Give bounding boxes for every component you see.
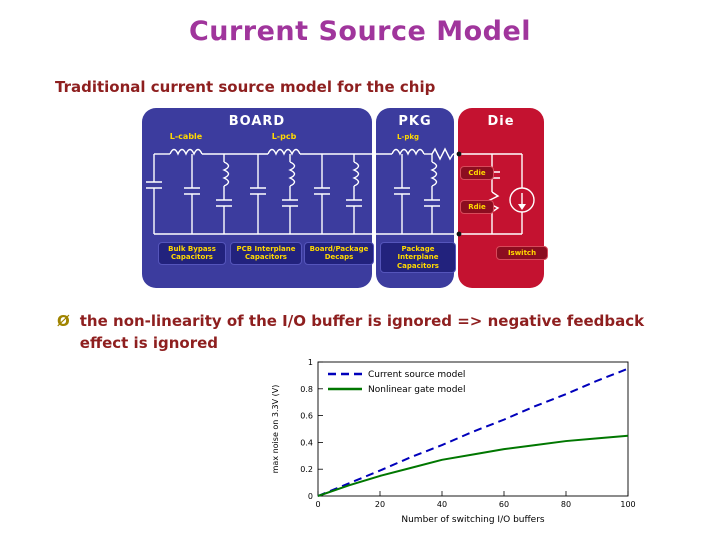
- iswitch-label: Iswitch: [496, 246, 548, 261]
- l-pcb-label: L-pcb: [271, 132, 297, 141]
- x-tick-label: 0: [315, 500, 320, 509]
- y-tick-label: 0.4: [300, 438, 313, 447]
- bullet-item: Ø the non-linearity of the I/O buffer is…: [57, 311, 677, 355]
- l-pkg-label: L-pkg: [396, 133, 420, 141]
- page-title: Current Source Model: [188, 16, 532, 47]
- die-region: [458, 108, 544, 288]
- cdie-label: Cdie: [460, 166, 494, 181]
- l-cable-label: L-cable: [169, 132, 203, 141]
- l-pkg-coil: [391, 148, 425, 156]
- pcb-interplane-branch: [282, 154, 298, 234]
- y-tick-label: 0.8: [300, 385, 313, 394]
- legend-label: Current source model: [368, 370, 465, 380]
- bullet-text: the non-linearity of the I/O buffer is i…: [79, 312, 645, 352]
- x-axis-label: Number of switching I/O buffers: [401, 515, 545, 525]
- x-tick-label: 100: [620, 500, 635, 509]
- l-pcb-coil: [267, 148, 301, 156]
- die-junction-dot: [456, 231, 462, 237]
- slide-subtitle: Traditional current source model for the…: [55, 78, 436, 96]
- decaps-branch: [346, 154, 362, 234]
- y-axis-label: max noise on 3.3V (V): [271, 385, 280, 474]
- pkg-interplane-branch: [394, 154, 410, 234]
- pkg-section-label: PKG: [398, 114, 432, 129]
- y-tick-label: 1: [308, 358, 313, 367]
- y-tick-label: 0.6: [300, 412, 313, 421]
- package-interplane-capacitors-label: Package Interplane Capacitors: [380, 242, 456, 274]
- y-tick-label: 0.2: [300, 465, 313, 474]
- bulk-bypass-branch: [184, 154, 200, 234]
- pcb-interplane-capacitors-label: PCB Interplane Capacitors: [230, 242, 302, 265]
- noise-chart: 0 20 40 60 80 100 0 0.2 0.4 0.6 0.8 1 Current source…: [266, 348, 640, 536]
- circuit-diagram: BOARD PKG Die L-cable L-pcb L-pkg Bulk B…: [140, 106, 548, 292]
- x-tick-label: 80: [561, 500, 571, 509]
- die-junction-dot: [456, 151, 462, 157]
- x-tick-label: 40: [437, 500, 447, 509]
- board-package-decaps-label: Board/Package Decaps: [304, 242, 374, 265]
- series-line-1: [317, 367, 629, 497]
- chart-svg: 0 20 40 60 80 100 0 0.2 0.4 0.6 0.8 1 Current source…: [271, 358, 636, 525]
- x-tick-label: 60: [499, 500, 509, 509]
- rdie-label: Rdie: [460, 200, 494, 215]
- y-tick-label: 0: [308, 492, 313, 501]
- bulk-bypass-capacitors-label: Bulk Bypass Capacitors: [158, 242, 226, 265]
- pkg-resistor: [431, 147, 454, 161]
- bullet-marker: Ø: [57, 312, 70, 330]
- circuit-lines: [146, 147, 535, 235]
- l-cable-coil: [169, 148, 203, 156]
- current-source-arrow: [518, 204, 526, 210]
- plot-frame: [317, 361, 629, 497]
- x-tick-label: 20: [375, 500, 385, 509]
- legend-label: Nonlinear gate model: [368, 385, 465, 395]
- die-section-label: Die: [487, 114, 515, 129]
- series-line-2: [317, 434, 629, 497]
- board-section-label: BOARD: [228, 114, 286, 129]
